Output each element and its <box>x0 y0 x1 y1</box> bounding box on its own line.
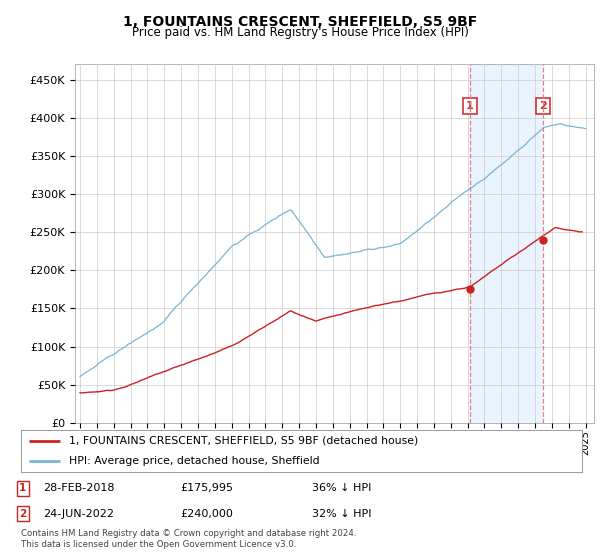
Text: 1: 1 <box>466 101 473 111</box>
Text: 24-JUN-2022: 24-JUN-2022 <box>43 508 114 519</box>
Text: 1: 1 <box>19 483 26 493</box>
Text: Price paid vs. HM Land Registry's House Price Index (HPI): Price paid vs. HM Land Registry's House … <box>131 26 469 39</box>
Text: 28-FEB-2018: 28-FEB-2018 <box>43 483 115 493</box>
Text: £175,995: £175,995 <box>180 483 233 493</box>
Text: 2: 2 <box>19 508 26 519</box>
Text: Contains HM Land Registry data © Crown copyright and database right 2024.: Contains HM Land Registry data © Crown c… <box>21 529 356 538</box>
Bar <box>470 64 543 423</box>
Text: 2: 2 <box>539 101 547 111</box>
Text: 36% ↓ HPI: 36% ↓ HPI <box>312 483 371 493</box>
Text: 1, FOUNTAINS CRESCENT, SHEFFIELD, S5 9BF: 1, FOUNTAINS CRESCENT, SHEFFIELD, S5 9BF <box>123 15 477 29</box>
Text: 32% ↓ HPI: 32% ↓ HPI <box>312 508 371 519</box>
Text: £240,000: £240,000 <box>180 508 233 519</box>
Text: HPI: Average price, detached house, Sheffield: HPI: Average price, detached house, Shef… <box>68 456 319 466</box>
Text: This data is licensed under the Open Government Licence v3.0.: This data is licensed under the Open Gov… <box>21 540 296 549</box>
Text: 1, FOUNTAINS CRESCENT, SHEFFIELD, S5 9BF (detached house): 1, FOUNTAINS CRESCENT, SHEFFIELD, S5 9BF… <box>68 436 418 446</box>
